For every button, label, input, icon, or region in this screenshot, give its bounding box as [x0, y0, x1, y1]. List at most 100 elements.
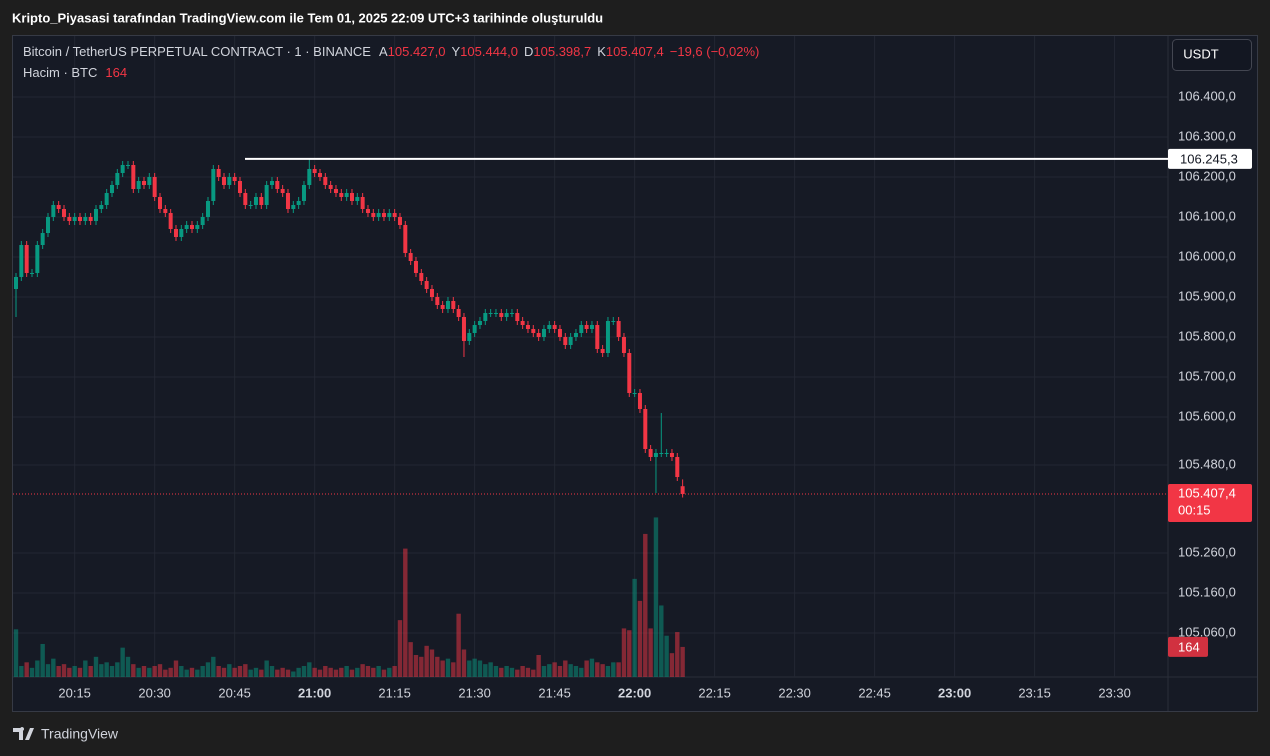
volume-bar	[120, 647, 125, 677]
volume-bar	[381, 669, 387, 677]
candle-body	[392, 213, 397, 217]
logo-icon	[13, 727, 34, 740]
volume-bar	[109, 665, 115, 677]
x-tick-label: 20:30	[138, 685, 171, 700]
volume-bar	[664, 635, 669, 677]
footer-text: TradingView	[41, 726, 119, 742]
volume-bar	[67, 667, 72, 677]
y-tick-label: 105.260,0	[1178, 544, 1236, 559]
x-tick-label: 23:15	[1018, 685, 1051, 700]
volume-bar	[541, 665, 547, 677]
candle-body	[376, 213, 381, 217]
volume-bar	[605, 665, 611, 677]
y-tick-label: 105.160,0	[1178, 584, 1236, 599]
volume-bar	[589, 658, 595, 677]
candle-body	[285, 193, 290, 209]
volume-bar	[595, 662, 600, 677]
candle-body	[360, 197, 365, 209]
candle-body	[152, 177, 157, 197]
candle-body	[40, 233, 45, 245]
candle-body	[323, 177, 328, 185]
candle-body	[381, 213, 386, 217]
candle-body	[595, 325, 600, 349]
volume-bar	[600, 664, 605, 677]
volume-bar	[168, 667, 173, 677]
candle-body	[403, 225, 408, 253]
candle-body	[61, 209, 66, 217]
volume-bar	[157, 664, 163, 677]
candle-body	[424, 281, 429, 289]
volume-bar	[472, 658, 477, 677]
volume-pane	[13, 517, 685, 677]
volume-bar	[536, 654, 541, 677]
volume-bar	[291, 671, 296, 677]
candle-body	[621, 337, 626, 353]
currency-button[interactable]	[1172, 39, 1252, 71]
volume-bar	[93, 656, 99, 677]
volume-bar	[195, 669, 200, 677]
volume-bar	[56, 665, 61, 677]
volume-bar	[632, 578, 637, 677]
candle-body	[531, 329, 536, 333]
volume-bar	[24, 662, 29, 677]
volume-bar	[307, 662, 312, 677]
candle-body	[616, 321, 621, 337]
candle-body	[264, 185, 269, 205]
volume-bar	[429, 649, 435, 677]
candle-body	[14, 277, 18, 289]
volume-bar	[323, 665, 328, 677]
volume-bar	[333, 669, 339, 677]
x-tick-label: 23:00	[938, 685, 971, 700]
volume-bar	[648, 628, 653, 677]
currency-label[interactable]: USDT	[1183, 46, 1218, 61]
change: −19,6 (−0,02%)	[670, 44, 760, 59]
volume-bar	[248, 669, 253, 677]
candle-body	[419, 273, 424, 281]
volume-bar	[584, 660, 589, 677]
candle-body	[483, 313, 488, 321]
volume-bar	[13, 629, 19, 677]
volume-bar	[509, 667, 515, 677]
volume-bar	[616, 662, 621, 677]
x-tick-label: 22:30	[778, 685, 811, 700]
candle-body	[200, 217, 205, 225]
candle-body	[333, 189, 338, 193]
volume-bar	[312, 667, 317, 677]
volume-value-box	[1168, 636, 1208, 657]
volume-bar	[525, 667, 531, 677]
volume-bar	[408, 642, 413, 677]
ohlc-value: 105.407,4	[606, 44, 664, 59]
volume-bar	[115, 662, 120, 677]
volume-bar	[461, 649, 467, 677]
volume-bar	[392, 665, 397, 677]
candle-body	[307, 169, 312, 185]
volume-bar	[72, 665, 77, 677]
volume-bar	[88, 665, 93, 677]
volume-bar	[317, 669, 323, 677]
volume-bar	[467, 660, 472, 677]
candle-body	[504, 313, 509, 317]
candle-body	[125, 165, 130, 166]
volume-bar	[216, 665, 221, 677]
candle-body	[653, 453, 658, 457]
volume-bar	[653, 517, 659, 677]
candle-body	[77, 217, 82, 221]
candle-body	[408, 253, 413, 261]
volume-bar	[205, 662, 211, 677]
y-tick-label: 106.300,0	[1178, 128, 1236, 143]
y-tick-label: 105.600,0	[1178, 408, 1236, 423]
candle-body	[525, 325, 530, 329]
volume-bar	[296, 667, 301, 677]
grid	[13, 36, 1168, 677]
volume-bar	[163, 669, 168, 677]
candle-body	[344, 193, 349, 197]
candle-body	[173, 229, 178, 237]
countdown: 00:15	[1178, 502, 1211, 517]
volume-bar	[611, 662, 616, 677]
candle-body	[387, 213, 392, 217]
volume-bar	[211, 656, 216, 677]
candle-body	[248, 205, 253, 206]
candle-body	[365, 209, 370, 213]
volume-bar	[445, 658, 451, 677]
volume-bar	[141, 665, 147, 677]
